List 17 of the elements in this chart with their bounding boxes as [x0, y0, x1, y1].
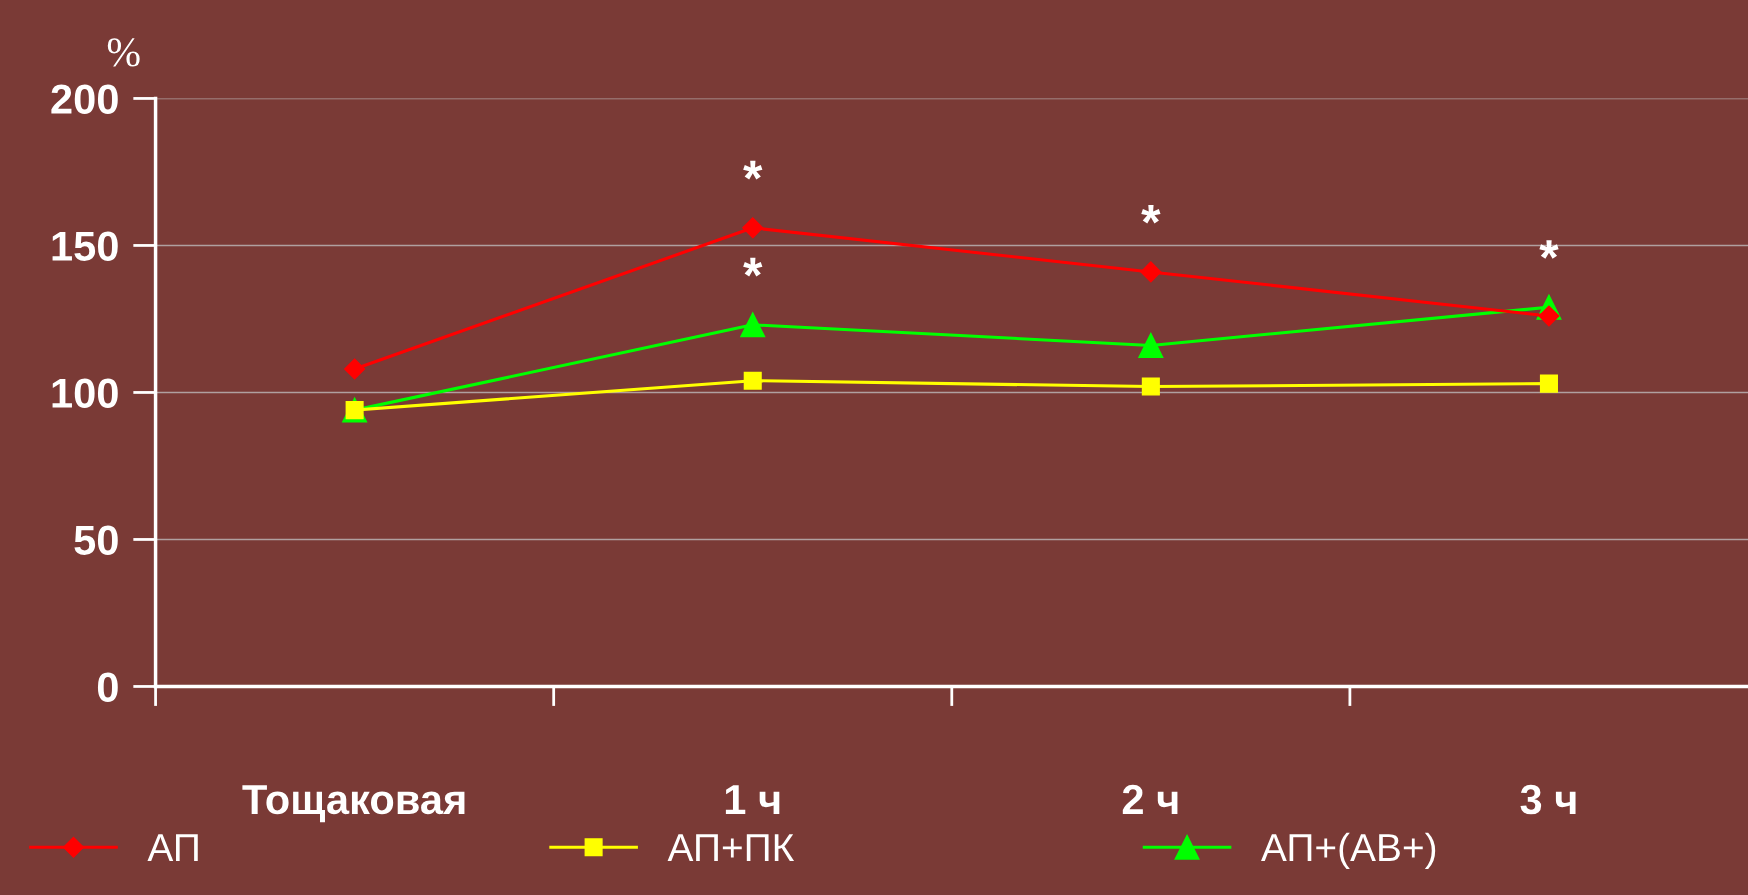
annotation: * [743, 160, 763, 180]
legend-label: АП+(АВ+) [1261, 832, 1436, 869]
legend-label: АП [147, 834, 198, 861]
legend-label: АП+ПК [667, 834, 795, 861]
y-axis-title: % [107, 38, 140, 67]
y-tick-label: 0 [97, 672, 118, 702]
annotation: * [1539, 240, 1559, 259]
x-tick-label: 3 ч [1520, 784, 1576, 815]
annotation: * [743, 257, 763, 277]
x-tick-label: 1 ч [725, 785, 780, 814]
y-tick-label: 100 [52, 378, 118, 408]
y-tick-label: 50 [74, 525, 118, 555]
y-tick-label: 150 [52, 231, 118, 261]
x-tick-label: 2 ч [1122, 784, 1178, 814]
y-tick-label: 200 [51, 84, 118, 114]
annotation: * [1141, 204, 1161, 224]
x-tick-label: Тощаковая [242, 785, 465, 823]
